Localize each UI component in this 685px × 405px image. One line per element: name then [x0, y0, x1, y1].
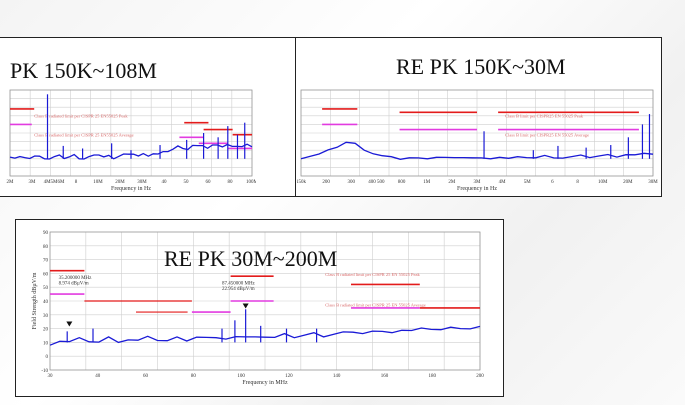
chart-panel-bottom: Class B radiated limit per CISPR 25 EN 5… — [15, 219, 504, 397]
x-axis-label: Frequency in MHz — [242, 380, 288, 386]
chart-right: Class B limit per CISPR25 EN 55025 Peak C… — [297, 89, 658, 192]
y-tick-label: 80 — [43, 245, 49, 250]
x-tick-label: 100M — [246, 180, 256, 185]
x-tick-label: 4M — [499, 180, 507, 185]
marker-annotation: 35.200000 MHz — [59, 276, 93, 281]
y-tick-label: 30 — [43, 314, 49, 319]
chart-title-right: RE PK 150K~30M — [396, 54, 566, 79]
x-tick-label: 2M — [448, 180, 456, 185]
marker-annotation: 87.450000 MHz — [222, 281, 256, 286]
chart-left: Class B radiated limit per CISPR 25 EN55… — [7, 89, 256, 192]
chart-title-left: PK 150K~108M — [10, 58, 157, 83]
x-tick-label: 180 — [428, 374, 436, 379]
plot-border — [9, 89, 253, 177]
limit-label-peak: Class B limit per CISPR25 EN 55025 Peak — [505, 114, 584, 119]
x-tick-label: 100 — [237, 374, 245, 379]
x-tick-label: 3M — [474, 180, 482, 185]
x-tick-label: 200 — [322, 180, 330, 185]
x-tick-label: 140 — [333, 374, 341, 379]
chart-panel-left: PK 150K~108M Class B radiated limit per … — [0, 37, 298, 197]
x-tick-label: 30 — [48, 374, 54, 379]
y-tick-label: 40 — [43, 300, 49, 305]
x-axis-label: Frequency in Hz — [111, 186, 151, 192]
x-tick-label: 40 — [162, 180, 168, 185]
x-tick-label: 8 — [576, 180, 579, 185]
x-tick-label: 8 — [75, 180, 78, 185]
x-tick-label: 10M — [93, 180, 103, 185]
x-tick-label: 6 — [551, 180, 554, 185]
limit-label-average: Class B radiated limit per CISPR 25 EN 5… — [325, 303, 426, 308]
y-tick-label: 70 — [43, 259, 49, 264]
x-tick-label: 200 — [476, 374, 484, 379]
limit-label-average: Class B radiated limit per CISPR 25 EN55… — [34, 132, 133, 137]
chart-bottom: Class B radiated limit per CISPR 25 EN 5… — [32, 231, 484, 386]
x-tick-label: 80 — [191, 374, 197, 379]
x-tick-label: 4M5M6M — [44, 180, 65, 185]
limit-label-peak: Class B radiated limit per CISPR 25 EN55… — [34, 114, 128, 119]
x-tick-label: 10M — [598, 180, 608, 185]
x-tick-label: 400 500 — [368, 180, 385, 185]
x-tick-label: 20M — [623, 180, 633, 185]
marker-annotation: 22.954 dBµV/m — [222, 287, 255, 292]
y-tick-label: -10 — [41, 369, 48, 374]
x-tick-label: 150k — [297, 180, 307, 185]
x-tick-label: 800 — [398, 180, 406, 185]
series-line — [300, 141, 654, 160]
marker-annotation: 8.974 dBµV/m — [59, 281, 89, 286]
peak-marker — [242, 303, 249, 309]
x-tick-label: 20M — [115, 180, 125, 185]
chart-title-bottom: RE PK 30M~200M — [164, 246, 338, 271]
limit-label-peak: Class B radiated limit per CISPR 25 EN 5… — [325, 272, 420, 277]
x-tick-label: 80 — [228, 180, 234, 185]
x-tick-label: 60 — [206, 180, 212, 185]
x-axis-label: Frequency in Hz — [457, 186, 497, 192]
y-tick-label: 0 — [46, 355, 49, 360]
series-line — [49, 325, 481, 346]
plot-border — [49, 231, 481, 371]
chart-panel-right: RE PK 150K~30M Class B limit per CISPR25… — [295, 37, 662, 197]
y-tick-label: 90 — [43, 231, 49, 236]
limit-label-average: Class B limit per CISPR25 EN 55025 Avera… — [505, 132, 589, 137]
x-tick-label: 30M — [648, 180, 658, 185]
x-tick-label: 40 — [95, 374, 101, 379]
y-tick-label: 60 — [43, 272, 49, 277]
x-tick-label: 1M — [423, 180, 431, 185]
x-tick-label: 2M — [7, 180, 15, 185]
x-tick-label: 300 — [348, 180, 356, 185]
x-tick-label: 30M — [137, 180, 147, 185]
x-tick-label: 60 — [143, 374, 149, 379]
y-tick-label: 50 — [43, 286, 49, 291]
x-tick-label: 3M — [29, 180, 37, 185]
peak-marker — [66, 321, 73, 327]
y-tick-label: 10 — [43, 341, 49, 346]
y-axis-label: Field Strength dBµV/m — [32, 272, 38, 329]
y-tick-label: 20 — [43, 328, 49, 333]
x-tick-label: 5M — [524, 180, 532, 185]
x-tick-label: 160 — [381, 374, 389, 379]
plot-border — [300, 89, 654, 177]
x-tick-label: 50 — [184, 180, 190, 185]
x-tick-label: 120 — [285, 374, 293, 379]
